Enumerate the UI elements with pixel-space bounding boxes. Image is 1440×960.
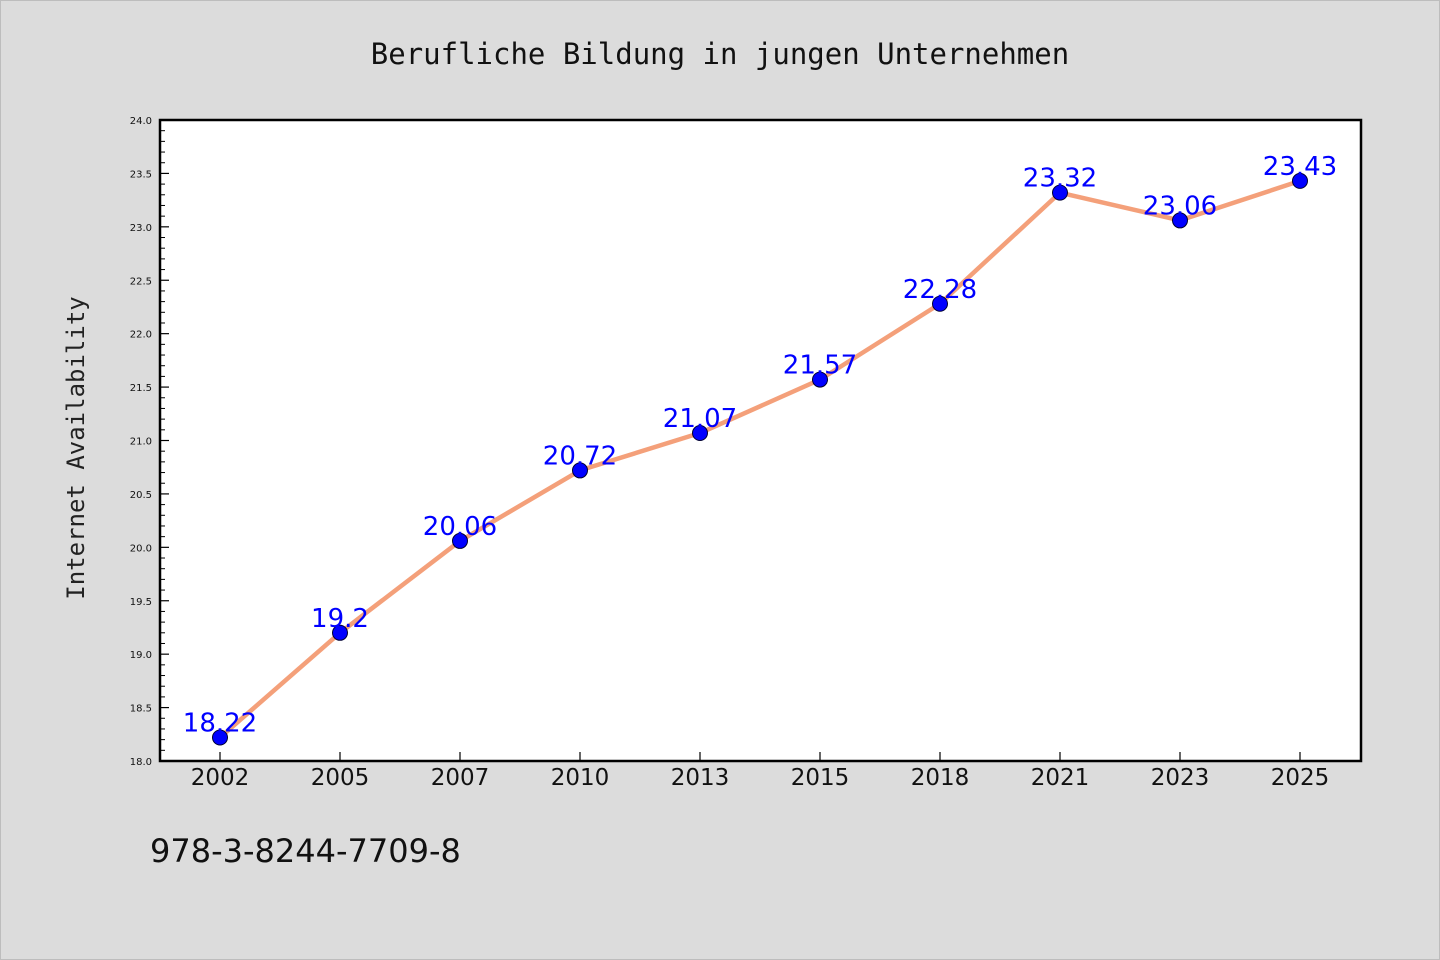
data-label: 23.43 — [1263, 152, 1337, 182]
chart-title: Berufliche Bildung in jungen Unternehmen — [371, 37, 1069, 71]
y-tick-label: 23.0 — [130, 223, 152, 234]
y-tick-label: 22.0 — [130, 330, 152, 341]
data-point — [1292, 172, 1308, 189]
series-line — [212, 172, 1308, 746]
y-tick-label: 19.0 — [130, 650, 152, 661]
x-tick-label: 2025 — [1271, 765, 1330, 791]
y-tick-label: 19.5 — [130, 597, 152, 608]
data-labels: 18.22 19.2 20.06 20.72 21.07 21.57 22.28 23.32 2… — [183, 152, 1337, 739]
data-label: 18.22 — [183, 708, 257, 738]
data-label: 20.72 — [543, 441, 617, 471]
x-axis: 2002 2005 2007 2010 2013 2015 2018 2021 2023 2025 — [191, 752, 1330, 791]
y-axis-label: Internet Availability — [62, 296, 90, 599]
data-point — [932, 295, 948, 312]
data-label: 19.2 — [311, 604, 369, 634]
data-point — [452, 532, 468, 549]
data-point — [212, 729, 228, 746]
y-tick-label: 21.0 — [130, 437, 152, 448]
x-tick-label: 2018 — [911, 765, 970, 791]
y-tick-label: 18.0 — [130, 757, 152, 768]
y-axis: 18.0 18.5 19.0 19.5 20.0 20.5 21.0 21.5 22.0 22.5… — [130, 116, 169, 768]
data-point — [572, 462, 588, 479]
isbn-text: 978-3-8244-7709-8 — [150, 832, 461, 870]
series-polyline — [218, 178, 1301, 740]
data-label: 21.07 — [663, 404, 737, 434]
plot-area — [158, 118, 1363, 763]
x-tick-label: 2015 — [791, 765, 850, 791]
data-label: 23.32 — [1023, 164, 1097, 194]
data-label: 20.06 — [423, 512, 497, 542]
x-tick-label: 2005 — [311, 765, 370, 791]
data-point — [1172, 212, 1188, 229]
y-tick-label: 24.0 — [130, 116, 152, 127]
data-point — [332, 624, 348, 641]
y-tick-label: 20.5 — [130, 490, 152, 501]
x-tick-label: 2007 — [431, 765, 490, 791]
x-tick-label: 2021 — [1031, 765, 1090, 791]
x-tick-label: 2023 — [1151, 765, 1210, 791]
data-label: 21.57 — [783, 351, 857, 381]
data-point — [812, 371, 828, 388]
x-tick-label: 2002 — [191, 765, 250, 791]
data-label: 23.06 — [1143, 191, 1217, 221]
x-tick-label: 2013 — [671, 765, 730, 791]
data-point — [692, 425, 708, 442]
y-tick-label: 18.5 — [130, 704, 152, 715]
data-label: 22.28 — [903, 275, 977, 305]
y-tick-label: 23.5 — [130, 169, 152, 180]
data-point — [1052, 184, 1068, 201]
y-tick-label: 22.5 — [130, 276, 152, 287]
x-tick-label: 2010 — [551, 765, 610, 791]
y-tick-label: 20.0 — [130, 543, 152, 554]
y-tick-label: 21.5 — [130, 383, 152, 394]
